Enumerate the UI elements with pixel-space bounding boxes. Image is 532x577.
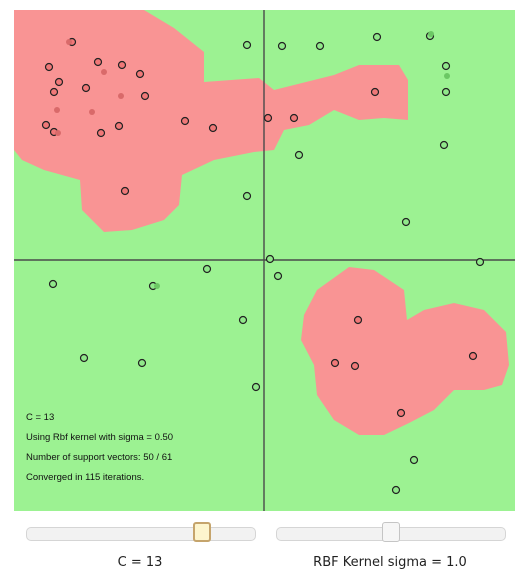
data-point [370, 87, 380, 97]
data-point [135, 69, 145, 79]
data-point [44, 62, 54, 72]
info-support-vectors: Number of support vectors: 50 / 61 [26, 452, 172, 463]
data-point [439, 140, 449, 150]
data-point [120, 186, 130, 196]
data-point [251, 382, 261, 392]
sigma-slider-handle[interactable] [382, 522, 400, 542]
data-point [48, 279, 58, 289]
data-point [242, 40, 252, 50]
data-point [468, 351, 478, 361]
info-kernel: Using Rbf kernel with sigma = 0.50 [26, 432, 173, 443]
data-point [79, 353, 89, 363]
data-point [475, 257, 485, 267]
data-point [294, 150, 304, 160]
info-converged: Converged in 115 iterations. [26, 472, 144, 483]
data-point [277, 41, 287, 51]
data-point [315, 41, 325, 51]
data-point [441, 87, 451, 97]
data-point [265, 254, 275, 264]
data-point [118, 93, 124, 99]
data-point [54, 107, 60, 113]
data-point [66, 39, 72, 45]
data-point [137, 358, 147, 368]
data-point [81, 83, 91, 93]
data-point [49, 87, 59, 97]
data-point [208, 123, 218, 133]
data-point [96, 128, 106, 138]
data-point [401, 217, 411, 227]
data-point [54, 77, 64, 87]
c-slider-label: C = 13 [117, 555, 163, 570]
sigma-slider[interactable] [276, 522, 506, 542]
c-slider[interactable] [26, 522, 256, 542]
data-point [140, 91, 150, 101]
data-point [242, 191, 252, 201]
data-point [428, 31, 434, 37]
positive-class-region [14, 10, 509, 435]
data-point [114, 121, 124, 131]
data-point [396, 408, 406, 418]
data-point [55, 130, 61, 136]
data-point [263, 113, 273, 123]
data-point [41, 120, 51, 130]
data-point [289, 113, 299, 123]
data-point [441, 61, 451, 71]
data-point [117, 60, 127, 70]
data-point [180, 116, 190, 126]
data-point [154, 283, 160, 289]
data-point [391, 485, 401, 495]
data-point [444, 73, 450, 79]
sigma-slider-label: RBF Kernel sigma = 1.0 [313, 555, 467, 570]
data-point [372, 32, 382, 42]
data-point [353, 315, 363, 325]
data-point [350, 361, 360, 371]
data-point [330, 358, 340, 368]
data-point [89, 109, 95, 115]
c-slider-handle[interactable] [193, 522, 211, 542]
info-c: C = 13 [26, 412, 54, 423]
data-point [93, 57, 103, 67]
info-overlay: C = 13 Using Rbf kernel with sigma = 0.5… [26, 412, 173, 483]
data-point [101, 69, 107, 75]
data-point [273, 271, 283, 281]
data-point [409, 455, 419, 465]
data-point [202, 264, 212, 274]
svm-decision-plot[interactable]: C = 13 Using Rbf kernel with sigma = 0.5… [14, 10, 515, 511]
data-point [238, 315, 248, 325]
non-support-points [54, 31, 450, 289]
